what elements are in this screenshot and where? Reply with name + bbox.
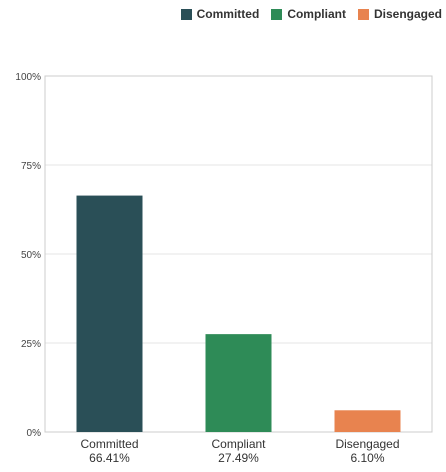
x-value-label: 66.41% (89, 451, 130, 465)
bar-committed[interactable] (76, 195, 143, 432)
legend-item-compliant[interactable]: Compliant (271, 7, 346, 21)
legend-label-disengaged: Disengaged (373, 7, 442, 21)
legend-label-compliant: Compliant (287, 7, 346, 21)
x-value-label: 27.49% (218, 451, 259, 465)
legend-swatch-disengaged (357, 8, 369, 20)
y-tick-label: 50% (21, 250, 41, 261)
bar-disengaged[interactable] (334, 410, 401, 432)
bar-compliant[interactable] (205, 334, 272, 432)
legend-item-disengaged[interactable]: Disengaged (357, 7, 442, 21)
chart-legend: Committed Compliant Disengaged (180, 7, 442, 21)
legend-item-committed[interactable]: Committed (180, 7, 260, 21)
y-tick-label: 100% (15, 72, 41, 83)
legend-swatch-committed (180, 8, 192, 20)
legend-label-committed: Committed (196, 7, 260, 21)
y-tick-label: 25% (21, 339, 41, 350)
x-category-label: Disengaged (335, 437, 399, 451)
legend-swatch-compliant (271, 8, 283, 20)
y-tick-label: 0% (27, 428, 42, 439)
x-category-label: Committed (80, 437, 138, 451)
x-value-label: 6.10% (350, 451, 384, 465)
y-tick-label: 75% (21, 161, 41, 172)
x-category-label: Compliant (211, 437, 266, 451)
